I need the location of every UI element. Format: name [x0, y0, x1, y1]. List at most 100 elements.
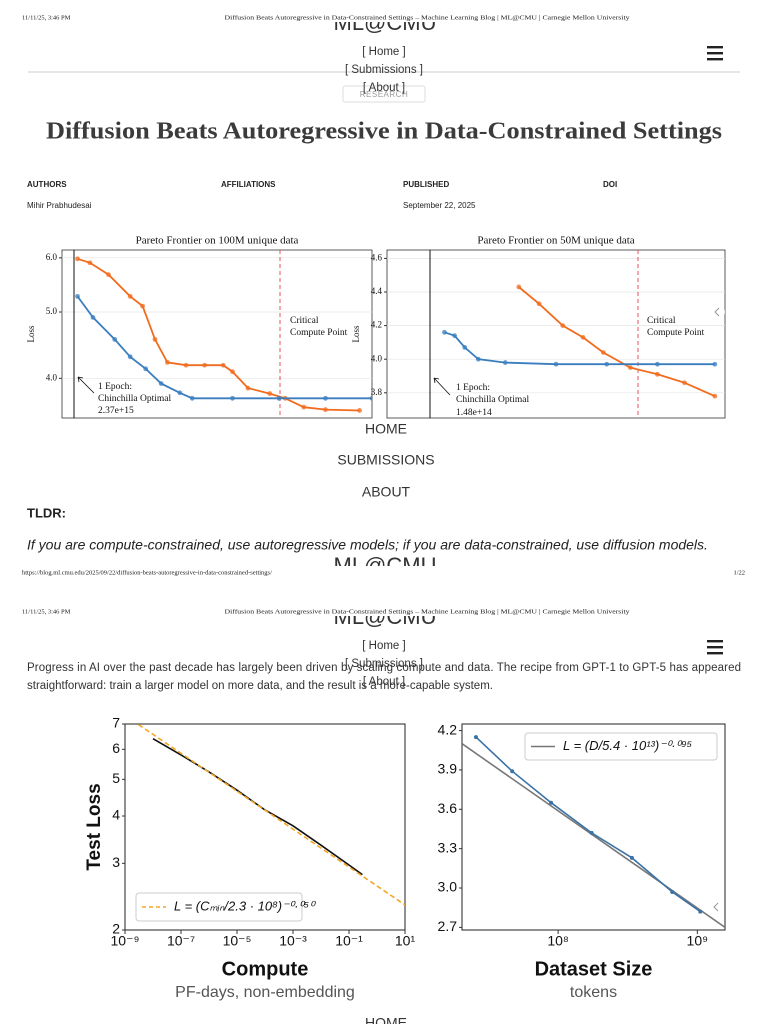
- annotation: 2.37e+15: [98, 406, 134, 416]
- x-axis-label: Compute: [222, 958, 309, 980]
- print-date: 11/11/25, 3:46 PM: [22, 608, 71, 615]
- annotation: Chinchilla Optimal: [98, 394, 171, 404]
- annotation: 1 Epoch:: [98, 382, 132, 392]
- logo-clip: ML@CMU: [334, 604, 437, 629]
- y-tick-label: 3.0: [438, 879, 458, 895]
- series-group: [462, 735, 725, 929]
- data-point: [90, 315, 96, 320]
- x-tick-label: 10¹: [395, 933, 416, 949]
- mobile-nav-link[interactable]: ABOUT: [362, 484, 411, 500]
- author[interactable]: Mihir Prabhudesai: [27, 201, 92, 210]
- data-point: [560, 323, 566, 328]
- mobile-nav-link[interactable]: HOME: [365, 1015, 407, 1024]
- annotation: Compute Point: [647, 328, 705, 338]
- annotation: Chinchilla Optimal: [456, 395, 529, 405]
- data-point: [245, 385, 251, 391]
- data-point: [549, 800, 554, 805]
- data-point: [589, 830, 594, 835]
- data-point: [369, 395, 372, 401]
- epoch-arrow: [433, 377, 451, 396]
- meta-label: PUBLISHED: [403, 180, 449, 189]
- chart-title: Pareto Frontier on 100M unique data: [136, 235, 299, 247]
- paragraph-line: Progress in AI over the past decade has …: [27, 662, 741, 674]
- data-point: [140, 303, 146, 309]
- mobile-nav-link[interactable]: SUBMISSIONS: [337, 452, 434, 468]
- series-group: [442, 284, 718, 399]
- y-tick-label: 2.7: [438, 918, 458, 934]
- annotation: Critical: [290, 316, 319, 326]
- series-line: [76, 295, 372, 400]
- y-tick-label: 3.6: [438, 800, 458, 816]
- data-point: [462, 345, 468, 350]
- nav-link[interactable]: [ About ]: [363, 676, 405, 688]
- y-tick-label: 4.6: [371, 252, 383, 262]
- legend-box: [135, 892, 303, 922]
- x-axis-label: Dataset Size: [535, 958, 653, 980]
- nav-link[interactable]: [ About ]: [363, 82, 405, 94]
- series-line: [462, 743, 725, 929]
- meta-label: AFFILIATIONS: [221, 180, 276, 189]
- y-tick-label: 3: [112, 854, 120, 870]
- data-point: [475, 356, 481, 362]
- article-title: Diffusion Beats Autoregressive in Data-C…: [46, 119, 722, 145]
- data-point: [183, 362, 189, 368]
- y-axis-label: Loss: [26, 325, 36, 343]
- meta-label: DOI: [603, 180, 617, 189]
- epoch-arrow: [77, 376, 95, 394]
- data-point: [267, 391, 273, 396]
- y-tick-label: 7: [112, 715, 120, 731]
- data-point: [87, 260, 93, 266]
- y-tick-label: 3.3: [438, 839, 458, 855]
- y-axis-label: Test Loss: [84, 783, 105, 870]
- data-point: [127, 293, 133, 299]
- y-tick-label: 5: [112, 770, 120, 786]
- data-point: [143, 366, 149, 372]
- nav-link[interactable]: [ Submissions ]: [345, 658, 423, 670]
- data-point: [682, 380, 687, 386]
- y-tick-label: 3.9: [438, 761, 458, 777]
- y-tick-label: 4.0: [371, 353, 383, 363]
- y-tick-label: 4: [112, 807, 120, 823]
- y-tick-label: 6: [112, 740, 120, 756]
- meta-label: AUTHORS: [27, 180, 67, 189]
- y-tick-label: 4.2: [438, 721, 458, 737]
- data-point: [276, 395, 282, 401]
- figure: 6.0 5.0 4.0 Pareto Frontier on 100M unique …: [26, 235, 726, 419]
- logo: ML@CMU: [334, 604, 437, 629]
- menu-icon[interactable]: [707, 46, 723, 61]
- x-tick-label: 10⁹: [687, 933, 709, 949]
- menu-icon[interactable]: [707, 640, 723, 655]
- data-point: [230, 369, 235, 375]
- print-title: Diffusion Beats Autoregressive in Data-C…: [225, 14, 631, 21]
- data-point: [712, 393, 718, 399]
- data-point: [127, 354, 133, 360]
- category[interactable]: RESEARCH: [360, 90, 408, 99]
- y-tick-label: 6.0: [46, 252, 58, 262]
- carousel-arrow[interactable]: [709, 304, 725, 320]
- nav-link[interactable]: [ Home ]: [362, 46, 405, 58]
- data-point: [202, 362, 208, 368]
- data-point: [106, 272, 111, 278]
- data-point: [220, 362, 226, 368]
- data-point: [516, 284, 522, 290]
- data-point: [230, 395, 235, 401]
- series-group: [75, 256, 372, 413]
- logo-clip: ML@CMU: [334, 10, 437, 35]
- nav-link[interactable]: [ Home ]: [362, 640, 405, 652]
- logo: ML@CMU: [334, 10, 437, 35]
- print-date: 11/11/25, 3:46 PM: [22, 14, 71, 21]
- data-point: [655, 361, 660, 367]
- x-tick-label: 10⁻⁹: [111, 933, 140, 949]
- data-point: [75, 256, 80, 262]
- data-point: [712, 361, 718, 367]
- nav-link[interactable]: [ Submissions ]: [345, 64, 423, 76]
- print-title: Diffusion Beats Autoregressive in Data-C…: [225, 608, 631, 615]
- x-axis-sublabel: tokens: [570, 984, 617, 1001]
- data-point: [655, 371, 660, 377]
- series-group: [137, 724, 405, 906]
- chart-title: Pareto Frontier on 50M unique data: [477, 235, 634, 247]
- carousel-arrow[interactable]: [708, 899, 724, 915]
- mobile-nav-link[interactable]: HOME: [365, 421, 407, 437]
- x-tick-label: 10⁻⁷: [167, 933, 195, 949]
